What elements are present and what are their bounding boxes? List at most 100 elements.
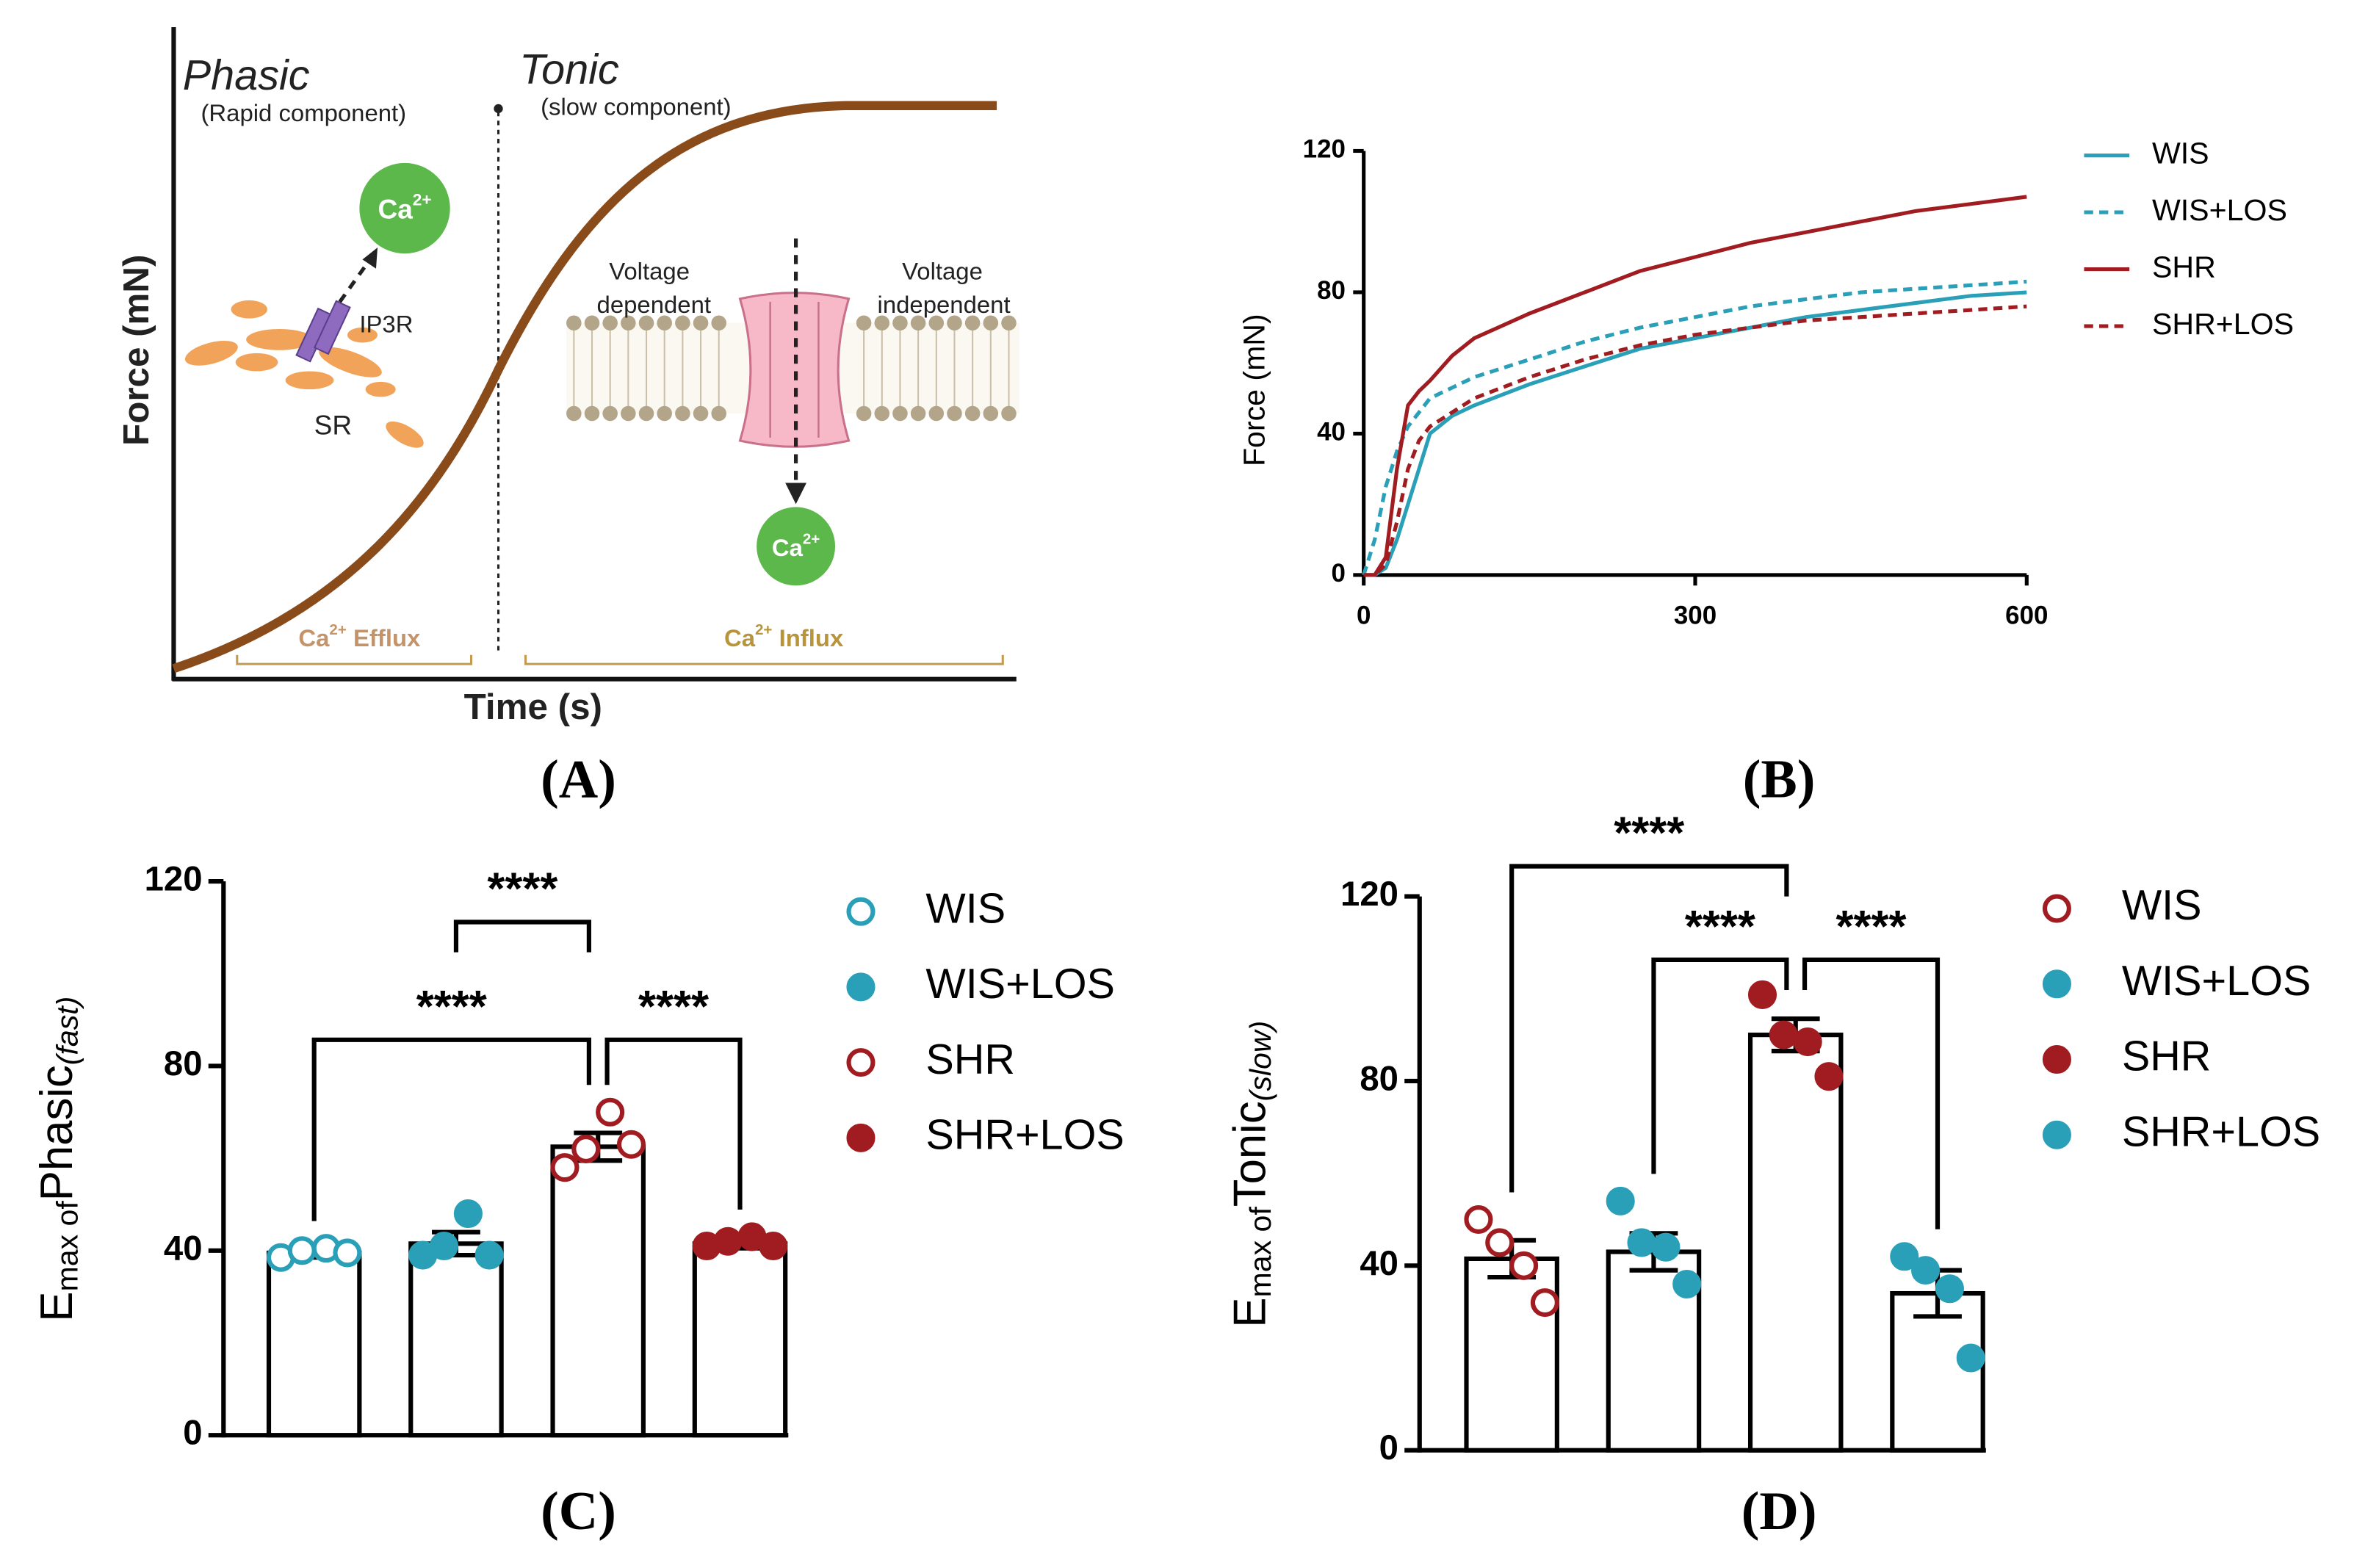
ca-label: Ca2+ (378, 190, 431, 224)
y-tick-label: 120 (1303, 135, 1346, 164)
y-axis-label: Force (mN) (116, 255, 156, 446)
legend-marker (2042, 894, 2071, 923)
panel-label: (B) (1743, 750, 1816, 810)
panel-label: (C) (541, 1481, 616, 1542)
ca-base: Ca (378, 194, 413, 224)
arrow (338, 258, 372, 303)
channel-label: Voltage (902, 258, 983, 285)
legend-label: WIS (925, 885, 1006, 932)
y-tick-label: 80 (1360, 1059, 1398, 1098)
significance-label: **** (416, 981, 487, 1032)
bar (1747, 1033, 1844, 1453)
data-point (616, 1130, 646, 1159)
x-axis-label: Time (s) (464, 687, 602, 727)
y-tick-label: 80 (1317, 276, 1346, 305)
channel (738, 292, 851, 448)
ca-base: Ca (772, 534, 804, 561)
legend-marker (846, 1048, 876, 1077)
ca-label: Ca2+ (772, 531, 820, 561)
organelle-label: SR (314, 410, 352, 440)
y-axis-label-part: Phasic (32, 1065, 83, 1201)
significance-label: **** (487, 864, 557, 914)
legend-label: SHR+LOS (925, 1112, 1124, 1159)
phase-title: Tonic (519, 46, 619, 93)
y-axis-label-part: (fast) (50, 997, 84, 1066)
divider-dot (494, 104, 503, 114)
channel-label: independent (878, 291, 1011, 318)
data-point (1651, 1232, 1681, 1262)
data-point (713, 1226, 743, 1256)
y-axis-label: Emax ofTonic(slow) (1225, 1021, 1277, 1328)
ca-sup: 2+ (803, 531, 820, 548)
significance-label: **** (638, 981, 709, 1032)
legend-label: SHR+LOS (2152, 307, 2294, 341)
data-point (287, 1236, 317, 1265)
legend-marker (846, 972, 876, 1002)
legend-marker (2042, 1044, 2071, 1074)
x-tick-label: 600 (2005, 601, 2048, 630)
channel-label: dependent (597, 291, 711, 318)
panel-label: (A) (541, 750, 616, 810)
data-point (1956, 1343, 1985, 1373)
y-axis-label: Force (mN) (1238, 314, 1271, 466)
y-axis-label: Emax ofPhasic(fast) (32, 997, 84, 1322)
x-tick-label: 300 (1674, 601, 1717, 630)
legend-label: WIS (2152, 137, 2209, 170)
sr (184, 300, 424, 448)
legend-label: WIS+LOS (925, 961, 1115, 1008)
data-point (1485, 1228, 1515, 1257)
legend-marker (846, 897, 876, 926)
data-point (759, 1231, 788, 1261)
bracket (524, 654, 1004, 665)
legend-label: SHR+LOS (2122, 1108, 2320, 1155)
significance-label: **** (1836, 901, 1907, 952)
y-tick-label: 80 (164, 1044, 203, 1083)
data-point (1911, 1256, 1941, 1285)
data-point (1769, 1020, 1798, 1049)
data-point (1464, 1204, 1493, 1235)
data-point (1793, 1027, 1822, 1057)
significance-label: **** (1614, 808, 1684, 859)
data-point (550, 1153, 580, 1182)
y-tick-label: 0 (183, 1414, 202, 1453)
legend-label: SHR (2122, 1033, 2212, 1080)
significance-label: **** (1685, 901, 1755, 952)
legend-label: WIS+LOS (2122, 958, 2311, 1005)
influx-text: Influx (772, 624, 844, 651)
series-line (1363, 290, 2027, 577)
y-axis-label-part: E (32, 1292, 83, 1322)
y-axis-label-part: max of (50, 1201, 84, 1292)
data-point (1890, 1242, 1919, 1271)
efflux-text: Efflux (347, 624, 421, 651)
panel-label: (D) (1741, 1481, 1817, 1542)
calcium (359, 162, 450, 254)
data-point (1672, 1269, 1702, 1299)
series-line (1363, 195, 2027, 577)
phase-subtitle: (Rapid component) (201, 99, 406, 126)
y-tick-label: 0 (1379, 1428, 1398, 1467)
data-point (596, 1097, 625, 1127)
significance-bracket (453, 920, 591, 953)
y-tick-label: 120 (1340, 875, 1398, 914)
y-axis-label-part: Tonic (1225, 1101, 1276, 1207)
channel-label: Voltage (609, 258, 690, 285)
arrow-head (362, 247, 378, 269)
data-point (1935, 1274, 1964, 1304)
y-axis-label-part: max of (1243, 1207, 1277, 1298)
data-point (474, 1240, 504, 1270)
data-point (1627, 1228, 1656, 1257)
significance-bracket (1509, 864, 1789, 1193)
data-point (333, 1238, 362, 1268)
legend-label: SHR (2152, 250, 2216, 283)
data-point (1530, 1288, 1559, 1318)
significance-bracket (1651, 957, 1789, 1174)
ca-sup: 2+ (413, 190, 432, 209)
series-line (1363, 304, 2027, 577)
arrow-head (785, 483, 806, 505)
data-point (1606, 1186, 1635, 1215)
bracket (236, 654, 473, 665)
receptor-label: IP3R (359, 311, 413, 338)
significance-bracket (1802, 957, 1941, 1229)
